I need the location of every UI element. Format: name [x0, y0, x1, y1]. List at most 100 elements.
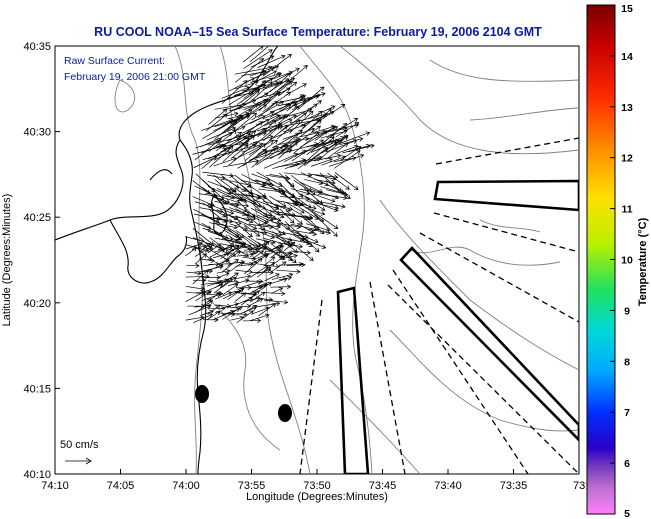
current-vector: [286, 228, 317, 237]
current-vector: [234, 221, 253, 238]
current-vector: [222, 195, 246, 202]
current-vector: [221, 80, 248, 104]
current-vector: [199, 207, 224, 214]
current-vector: [230, 244, 249, 257]
current-vector: [193, 313, 213, 323]
current-vector: [244, 258, 263, 275]
current-vector: [299, 110, 323, 132]
current-vector: [307, 228, 332, 235]
current-vector: [249, 313, 270, 322]
current-vector: [285, 189, 312, 209]
colorbar-ticks: 15 14 13 12 11 10 9 8 7 6 5: [610, 3, 633, 519]
current-vector: [283, 242, 304, 249]
current-vector: [194, 246, 213, 257]
current-vector: [185, 286, 205, 292]
current-vector: [228, 85, 261, 106]
current-vector: [320, 186, 347, 196]
current-vector: [304, 147, 329, 167]
current-vector: [335, 122, 360, 138]
current-vector: [285, 209, 303, 225]
current-vector: [241, 180, 267, 188]
y-tick-label: 40:35: [23, 41, 51, 53]
current-vector: [242, 256, 257, 261]
current-vector: [270, 261, 287, 273]
current-vector: [279, 172, 295, 188]
x-tick-label: 73:35: [500, 480, 528, 492]
current-vector: [251, 145, 279, 168]
colorbar-tick-label: 11: [621, 204, 632, 216]
colorbar-tick-label: 9: [624, 305, 630, 317]
current-vector: [278, 275, 292, 281]
current-vector: [271, 272, 294, 280]
current-vector: [205, 113, 228, 132]
current-vector: [201, 147, 227, 170]
plot-frame: [54, 45, 580, 475]
current-vector: [255, 199, 280, 211]
current-vector: [263, 53, 292, 76]
y-tick-label: 40:20: [23, 298, 51, 310]
current-vector: [235, 215, 254, 224]
current-vector: [214, 245, 233, 253]
current-vector: [220, 244, 240, 260]
current-vector: [264, 299, 289, 305]
current-vector: [207, 203, 235, 215]
current-vector: [299, 207, 320, 220]
current-vector: [291, 242, 314, 262]
colorbar-tick-label: 6: [624, 458, 630, 470]
colorbar-tick-label: 14: [621, 51, 633, 63]
current-vector: [214, 291, 233, 300]
current-vector: [209, 145, 234, 168]
current-vector: [271, 287, 284, 294]
current-vector: [229, 223, 249, 231]
current-vector: [263, 261, 275, 272]
current-vector: [293, 214, 314, 220]
current-vector: [255, 124, 280, 145]
current-vector: [283, 241, 296, 252]
current-vector: [298, 86, 325, 110]
current-vector: [321, 139, 343, 154]
current-vector: [256, 266, 272, 278]
current-vector: [222, 306, 243, 320]
current-vector: [221, 178, 252, 188]
current-vector: [270, 250, 282, 258]
buoy-markers: [195, 385, 292, 422]
current-vector: [263, 256, 276, 267]
current-vector: [243, 77, 274, 99]
current-vector: [269, 195, 287, 207]
annotation-line-1: Raw Surface Current:: [64, 55, 165, 67]
current-vector: [292, 92, 326, 107]
current-vector: [221, 105, 242, 118]
current-vector: [248, 297, 264, 307]
current-vector: [227, 228, 243, 241]
current-vector: [235, 58, 265, 83]
current-vector: [278, 112, 307, 134]
current-vector: [193, 277, 207, 283]
current-vector: [263, 207, 285, 219]
colorbar-tick-label: 12: [621, 153, 633, 165]
current-vector: [221, 175, 240, 189]
y-tick-label: 40:15: [23, 383, 51, 395]
current-vector: [195, 290, 212, 302]
current-vector: [208, 108, 228, 125]
x-tick-label: 73:50: [303, 480, 331, 492]
x-tick-label: 74:10: [41, 480, 69, 492]
current-vector: [227, 113, 250, 131]
current-vector: [234, 292, 247, 302]
current-vector: [318, 201, 346, 209]
current-vector: [304, 179, 324, 186]
colorbar-label: Temperature (°C): [637, 217, 649, 306]
current-vector: [209, 248, 226, 258]
current-vector: [244, 143, 267, 162]
current-vector: [185, 242, 203, 250]
current-vector: [333, 150, 361, 169]
current-vector: [310, 188, 340, 200]
current-vector: [283, 129, 303, 147]
current-vector: [222, 250, 241, 264]
current-vector: [264, 114, 297, 133]
current-vector: [228, 242, 247, 258]
x-axis-label: Longitude (Degrees:Minutes): [246, 491, 388, 503]
current-vector: [222, 137, 250, 162]
current-vector: [289, 156, 322, 168]
x-tick-label: 73:40: [434, 480, 462, 492]
current-vector: [248, 254, 269, 266]
